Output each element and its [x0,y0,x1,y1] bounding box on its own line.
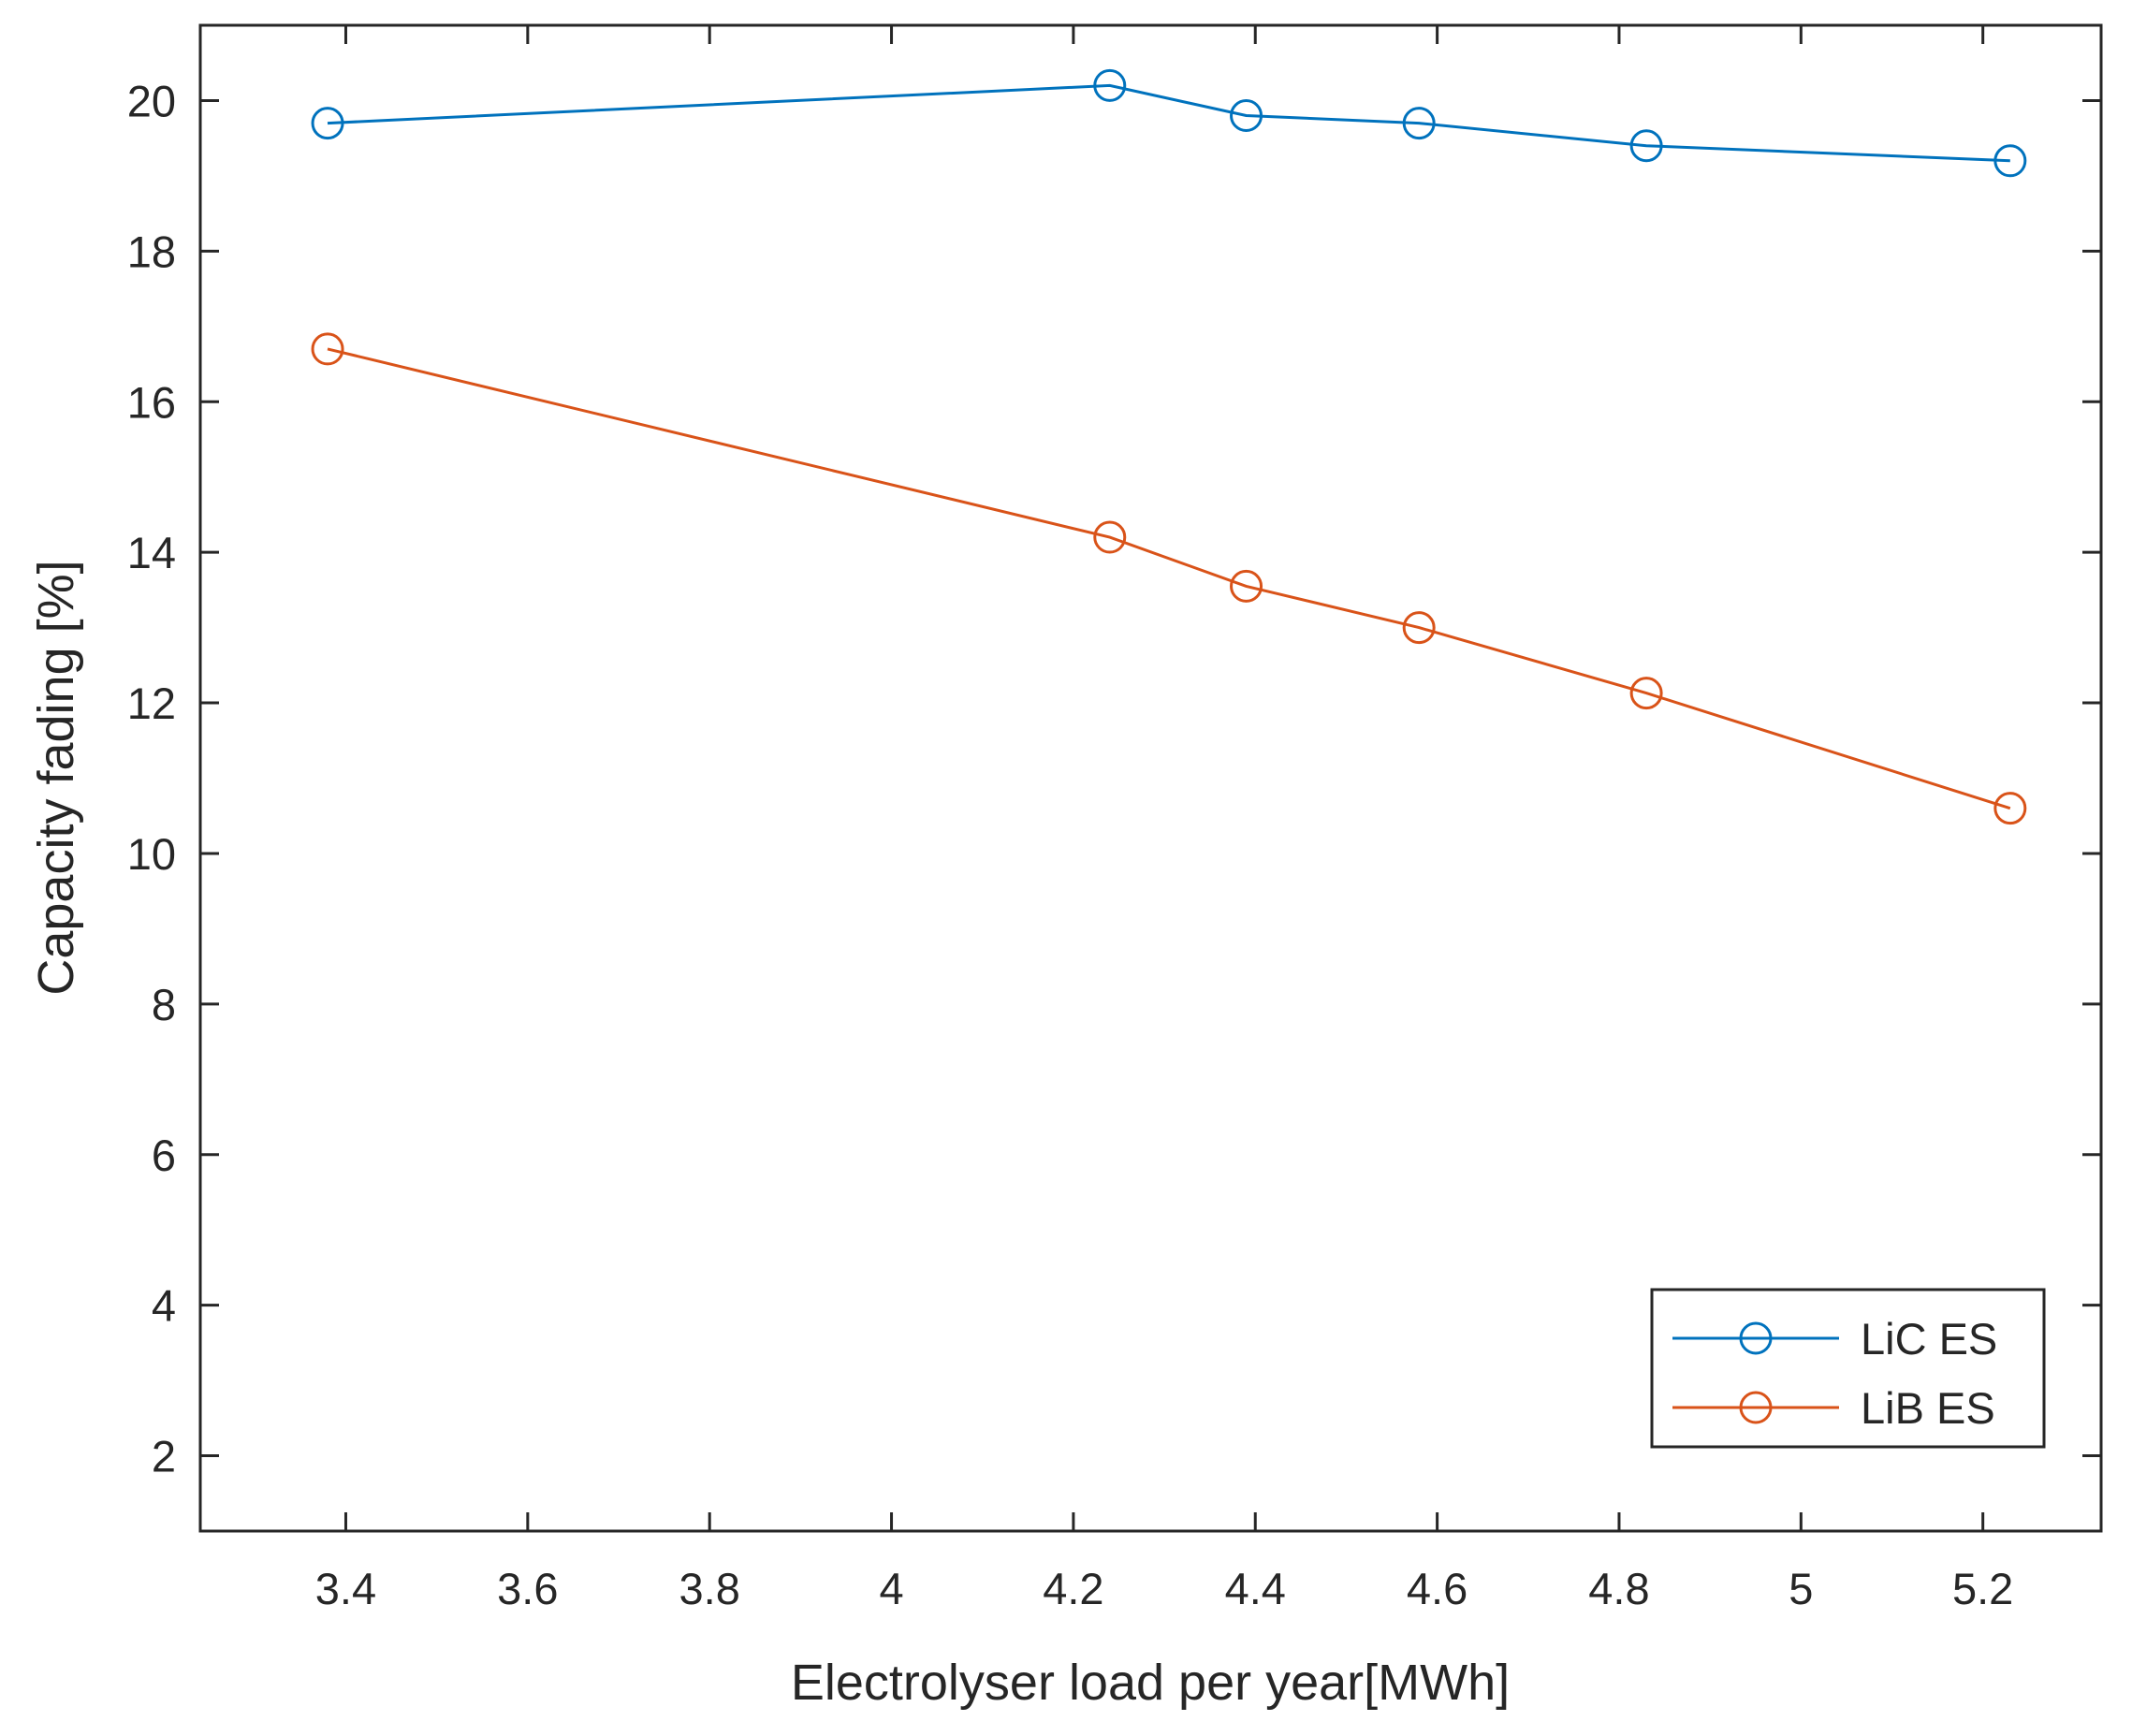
data-point-lic-es [1402,107,1436,140]
x-tick-label: 4.8 [1588,1564,1649,1613]
legend-marker [1739,1321,1773,1355]
data-point-lib-es [1993,792,2027,825]
series-lib-es [311,332,2027,825]
x-axis-label: Electrolyser load per year[MWh] [791,1655,1510,1711]
tick-marks [200,25,2101,1531]
x-tick-label: 3.8 [679,1564,740,1613]
legend-entry-lib-es: LiB ES [1672,1383,1995,1433]
data-point-lib-es [1402,611,1436,645]
data-point-lic-es [1093,68,1127,102]
series-line-lic-es [327,83,2010,163]
data-point-lic-es [1993,144,2027,178]
plot-area-frame [198,23,2103,1533]
legend-entries: LiC ES LiB ES [1672,1314,1997,1433]
data-point-lic-es [1230,99,1263,133]
y-axis-label: Capacity fading [%] [28,560,84,995]
x-tick-label: 3.6 [497,1564,558,1613]
y-tick-label: 12 [127,678,176,728]
series-line-lib-es [327,347,2011,810]
x-tick-label: 5.2 [1952,1564,2013,1613]
data-point-lic-es [1629,129,1663,163]
x-tick-label: 3.4 [315,1564,376,1613]
data-point-lib-es [1629,677,1663,710]
legend-entry-lic-es: LiC ES [1672,1314,1997,1364]
y-tick-label: 16 [127,377,176,427]
data-point-lic-es [311,107,344,140]
legend-marker [1739,1391,1773,1424]
series-layer [311,68,2027,825]
y-tick-label: 10 [127,829,176,879]
legend-label: LiC ES [1861,1314,1997,1364]
y-tick-label: 18 [127,226,176,276]
y-tick-label: 6 [152,1131,176,1180]
y-tick-label: 20 [127,76,176,125]
data-point-lib-es [1093,520,1127,554]
y-tick-label: 14 [127,528,176,577]
y-tick-label: 4 [152,1281,176,1331]
y-tick-label: 8 [152,980,176,1029]
x-tick-label: 4 [879,1564,903,1613]
data-point-lib-es [1230,569,1263,603]
series-lic-es [311,68,2027,178]
x-tick-label: 5 [1789,1564,1813,1613]
x-tick-label: 4.2 [1043,1564,1103,1613]
legend: LiC ES LiB ES [1650,1288,2046,1449]
legend-box [1650,1288,2046,1449]
x-tick-label: 4.4 [1225,1564,1286,1613]
legend-label: LiB ES [1861,1383,1995,1433]
x-tick-label: 4.6 [1407,1564,1468,1613]
y-tick-label: 2 [152,1432,176,1481]
data-point-lib-es [311,332,344,366]
tick-labels: 3.4 3.6 3.8 4 4.2 4.4 4.6 4.8 5 5.2 2 4 6 8 10 12 14 16 18… [127,76,2014,1613]
